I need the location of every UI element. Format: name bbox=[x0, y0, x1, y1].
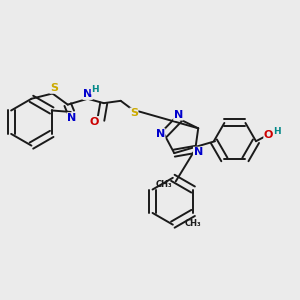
Text: N: N bbox=[83, 89, 92, 99]
Text: CH₃: CH₃ bbox=[156, 180, 172, 189]
Text: H: H bbox=[91, 85, 99, 94]
Text: CH₃: CH₃ bbox=[185, 219, 201, 228]
Text: S: S bbox=[50, 83, 58, 93]
Text: H: H bbox=[274, 127, 281, 136]
Text: S: S bbox=[130, 108, 138, 118]
Text: N: N bbox=[194, 147, 203, 157]
Text: N: N bbox=[174, 110, 183, 120]
Text: O: O bbox=[264, 130, 273, 140]
Text: N: N bbox=[67, 113, 76, 123]
Text: O: O bbox=[90, 117, 99, 127]
Text: N: N bbox=[156, 129, 165, 139]
